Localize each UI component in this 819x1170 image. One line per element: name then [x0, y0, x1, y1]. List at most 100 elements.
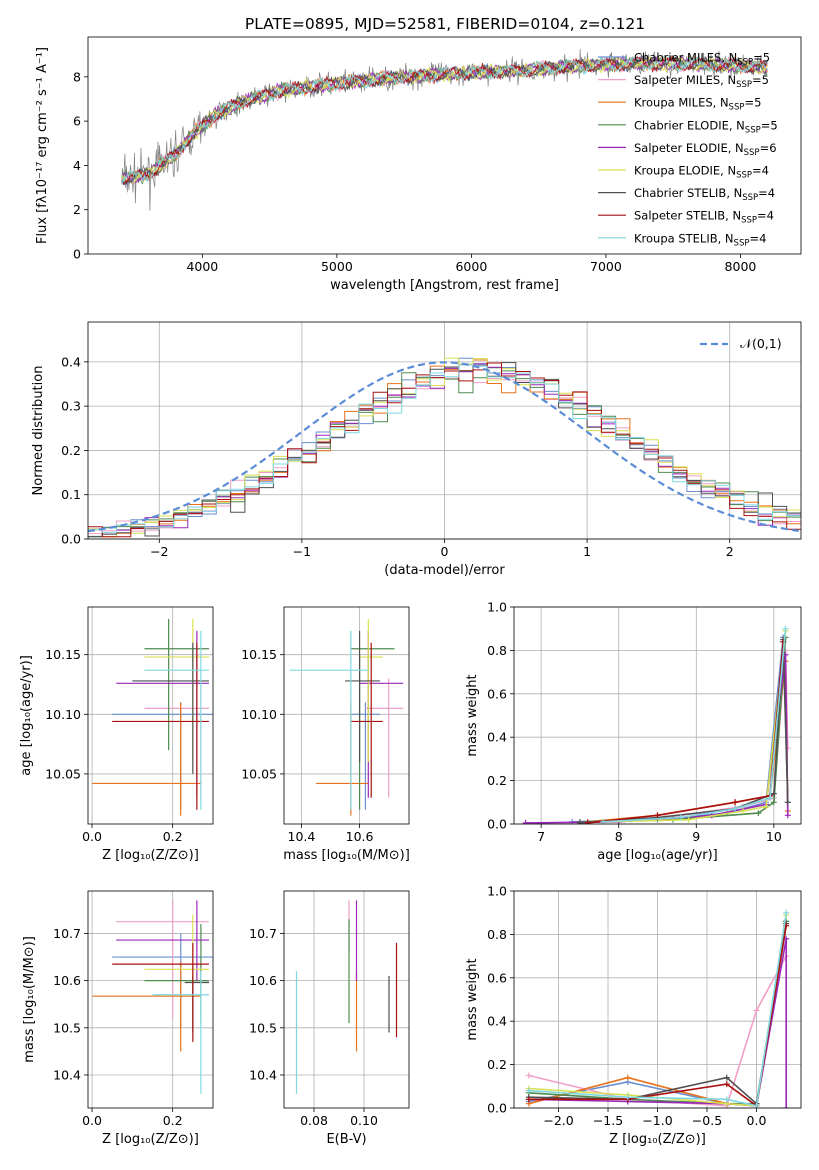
weight-marker-kroupa-stelib [624, 1094, 631, 1101]
weight_vs_age-xtick-label: 9 [692, 829, 700, 844]
weight_vs_Z-xtick-label: −1.0 [642, 1113, 672, 1128]
weight-marker-salpeter-stelib [584, 819, 591, 824]
weight_vs_age-ytick-label: 0.2 [487, 773, 507, 788]
weight_vs_Z-xtick-label: 0.0 [747, 1113, 767, 1128]
residuals-frame [87, 321, 802, 540]
weight-marker-kroupa-elodie [739, 807, 746, 814]
age_vs_Z-plot-area [92, 618, 213, 816]
weight-marker-kroupa-stelib [783, 909, 790, 916]
residuals-xlabel: (data-model)/error [384, 563, 505, 578]
residuals-xtick-label: −2 [150, 544, 168, 559]
age_vs_Z-ytick-label: 10.05 [45, 766, 81, 781]
spectrum-ytick-label: 6 [73, 114, 81, 129]
weight_vs_Z-panel: −2.0 −1.5 −1.0 −0.5 0.0 0.0 0.2 0.4 0.6 0.8 1.0 Z [… [465, 884, 802, 1147]
weight-marker-salpeter-stelib [654, 812, 661, 819]
spectrum-ytick-label: 0 [73, 247, 81, 262]
weight-marker-salpeter-elodie [783, 1105, 790, 1108]
mass_vs_ebv-ytick-label: 10.6 [249, 973, 277, 988]
weight-marker-salpeter-elodie [522, 819, 529, 824]
weight-marker-kroupa-miles [624, 1074, 631, 1081]
residuals-normal-curve [88, 361, 801, 533]
spectrum-ytick-label: 2 [73, 202, 81, 217]
spectrum-xlabel: wavelength [Angstrom, rest frame] [330, 278, 559, 293]
weight_vs_Z-ytick-label: 1.0 [487, 884, 507, 899]
mass_vs_ebv-panel: 0.08 0.10 10.4 10.5 10.6 10.7 E(B-V) [249, 890, 410, 1147]
age_vs_mass-plot-area [289, 618, 404, 816]
mass_vs_Z-ytick-label: 10.6 [53, 973, 81, 988]
weight-line-kroupa-stelib [603, 628, 787, 823]
mass_vs_Z-ytick-label: 10.7 [53, 926, 81, 941]
age_vs_Z-panel: 0.0 0.2 10.05 10.10 10.15 Z [log₁₀(Z/Z⊙)] age … [19, 606, 214, 863]
weight_vs_age-plot-area [522, 625, 791, 824]
weight_vs_Z-xlabel: Z [log₁₀(Z/Z⊙)] [609, 1132, 706, 1147]
weight-marker-salpeter-elodie [784, 812, 791, 819]
mass_vs_ebv-frame [283, 890, 410, 1109]
mass_vs_Z-ytick-label: 10.4 [53, 1067, 81, 1082]
weight-marker-salpeter-stelib [723, 1081, 730, 1088]
spectrum-ytick-label: 4 [73, 158, 81, 173]
spectrum-ytick-label: 8 [73, 69, 81, 84]
residuals-plot-area [88, 357, 801, 538]
spectrum-xtick-label: 8000 [725, 259, 757, 274]
age_vs_mass-xlabel: mass [log₁₀(M/M⊙)] [283, 848, 410, 863]
spectrum-model-kroupa-elodie [121, 56, 768, 184]
weight_vs_Z-xtick-label: −2.0 [543, 1113, 573, 1128]
legend-label-salpeter-elodie: Salpeter ELODIE, NSSP=6 [634, 141, 777, 158]
weight-marker-kroupa-stelib [766, 794, 773, 801]
spectrum-panel: 4000 5000 6000 7000 8000 0 2 4 6 8 wavelength [Ang… [35, 36, 802, 293]
weight_vs_Z-ytick-label: 0.4 [487, 1014, 507, 1029]
spectrum-ylabel: Flux [fλ10⁻¹⁷ erg cm⁻² s⁻¹ A⁻¹] [35, 47, 50, 244]
weight-line-chabrier-elodie [579, 637, 787, 823]
weight_vs_age-ylabel: mass weight [465, 674, 480, 756]
weight-line-salpeter-miles [579, 650, 789, 824]
weight-marker-kroupa-stelib [677, 814, 684, 821]
mass_vs_Z-xtick-label: 0.0 [82, 1113, 102, 1128]
age_vs_mass-xtick-label: 10.4 [288, 829, 316, 844]
figure-title: PLATE=0895, MJD=52581, FIBERID=0104, z=0… [245, 15, 645, 33]
weight-line-salpeter-stelib [587, 641, 784, 824]
weight_vs_age-ytick-label: 0.6 [487, 686, 507, 701]
age_vs_Z-ytick-label: 10.10 [45, 707, 81, 722]
age_vs_mass-ytick-label: 10.05 [241, 766, 277, 781]
residuals-xtick-label: 2 [726, 544, 734, 559]
residuals-legend: 𝒩(0,1) [700, 336, 782, 351]
weight_vs_Z-ytick-label: 0.2 [487, 1057, 507, 1072]
residuals-xtick-label: 0 [441, 544, 449, 559]
residuals-ytick-label: 0.1 [61, 487, 81, 502]
residuals-hist-chabrier-stelib [88, 362, 801, 538]
mass_vs_ebv-xlabel: E(B-V) [326, 1132, 366, 1147]
spectrum-xtick-label: 7000 [590, 259, 622, 274]
weight_vs_Z-xtick-label: −0.5 [692, 1113, 722, 1128]
legend-label-salpeter-miles: Salpeter MILES, NSSP=5 [634, 73, 769, 90]
weight-line-salpeter-elodie [525, 654, 789, 824]
weight-line-kroupa-elodie [603, 630, 787, 823]
weight_vs_age-xtick-label: 10 [766, 829, 782, 844]
weight_vs_Z-ylabel: mass weight [465, 958, 480, 1040]
weight-marker-salpeter-stelib [732, 799, 739, 806]
legend-label-kroupa-miles: Kroupa MILES, NSSP=5 [634, 96, 761, 113]
weight_vs_Z-ytick-label: 0.8 [487, 927, 507, 942]
legend-label-chabrier-miles: Chabrier MILES, NSSP=5 [634, 51, 770, 68]
mass_vs_ebv-ytick-label: 10.7 [249, 926, 277, 941]
mass_vs_ebv-xtick-label: 0.08 [300, 1113, 328, 1128]
mass_vs_ebv-ytick-label: 10.4 [249, 1067, 277, 1082]
legend-label-salpeter-stelib: Salpeter STELIB, NSSP=4 [634, 209, 774, 226]
residuals-xtick-label: 1 [583, 544, 591, 559]
age_vs_Z-frame [87, 606, 214, 825]
mass_vs_Z-plot-area [92, 900, 213, 1094]
spectrum-model-salpeter-elodie [121, 54, 768, 184]
residuals-ytick-label: 0.4 [61, 354, 81, 369]
residuals-xtick-label: −1 [293, 544, 311, 559]
spectrum-model-kroupa-stelib [121, 55, 768, 185]
age_vs_mass-frame [283, 606, 410, 825]
weight-marker-salpeter-miles [753, 1007, 760, 1014]
weight-marker-kroupa-elodie [763, 803, 770, 810]
age_vs_mass-xtick-label: 10.6 [346, 829, 374, 844]
weight-marker-kroupa-elodie [685, 816, 692, 823]
legend-label-chabrier-elodie: Chabrier ELODIE, NSSP=5 [634, 118, 778, 135]
weight_vs_age-ytick-label: 0.0 [487, 817, 507, 832]
mass_vs_ebv-plot-area [295, 900, 398, 1094]
weight-marker-chabrier-stelib [723, 1074, 730, 1081]
age_vs_Z-xlabel: Z [log₁₀(Z/Z⊙)] [102, 848, 199, 863]
residuals-ytick-label: 0.2 [61, 443, 81, 458]
